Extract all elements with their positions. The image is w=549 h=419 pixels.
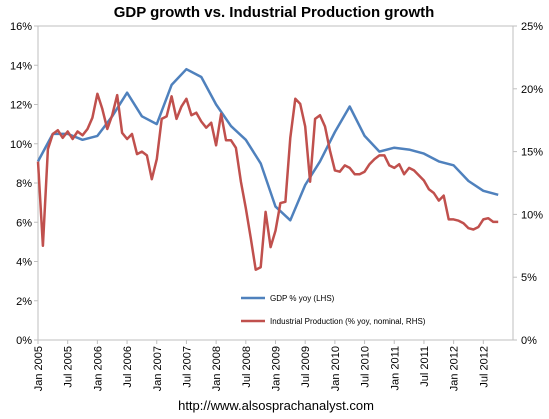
x-tick-label: Jan 2009 — [271, 346, 283, 391]
y-right-tick-label: 15% — [521, 147, 543, 159]
x-tick-label: Jan 2010 — [330, 346, 342, 391]
x-axis: Jan 2005 Jul 2005 Jan 2006 Jul 2006 Jan 2007… — [33, 340, 490, 391]
source-url: http://www.alsosprachanalyst.com — [178, 398, 374, 413]
y-left-tick-label: 10% — [10, 139, 32, 151]
x-tick-label: Jul 2009 — [300, 346, 312, 388]
y-left-tick-label: 2% — [16, 296, 32, 308]
x-tick-label: Jan 2011 — [389, 346, 401, 390]
x-tick-label: Jan 2005 — [33, 346, 45, 391]
x-tick-label: Jan 2007 — [152, 346, 164, 391]
y-left-tick-label: 16% — [10, 21, 32, 33]
x-tick-label: Jul 2005 — [63, 346, 75, 388]
y-right-tick-label: 5% — [521, 272, 537, 284]
legend-label: Industrial Production (% yoy, nominal, R… — [270, 317, 426, 326]
y-right-tick-label: 0% — [521, 335, 537, 347]
series-line-gdp — [36, 67, 499, 222]
y-left-tick-label: 4% — [16, 257, 32, 269]
x-tick-label: Jul 2011 — [419, 346, 431, 387]
y-axis-right: 0% 5% 10% 15% 20% 25% — [513, 21, 543, 347]
plot-area — [37, 25, 514, 341]
y-left-tick-label: 6% — [16, 217, 32, 229]
x-tick-label: Jan 2008 — [211, 346, 223, 391]
legend: GDP % yoy (LHS) Industrial Production (% … — [241, 294, 426, 326]
x-tick-label: Jul 2007 — [181, 346, 193, 388]
chart-title: GDP growth vs. Industrial Production gro… — [114, 4, 435, 21]
legend-label: GDP % yoy (LHS) — [270, 294, 335, 303]
y-right-tick-label: 20% — [521, 84, 543, 96]
x-tick-label: Jul 2008 — [241, 346, 253, 388]
x-tick-label: Jul 2012 — [478, 346, 490, 388]
series-line-industrial-production — [36, 92, 499, 271]
y-left-tick-label: 12% — [10, 100, 32, 112]
y-left-tick-label: 14% — [10, 60, 32, 72]
y-right-tick-label: 25% — [521, 21, 543, 33]
y-axis-left: 0% 2% 4% 6% 8% 10% 12% 14% 16% — [10, 21, 38, 347]
series-layer — [36, 67, 499, 271]
x-tick-label: Jan 2012 — [449, 346, 461, 391]
y-left-tick-label: 0% — [16, 335, 32, 347]
y-left-tick-label: 8% — [16, 178, 32, 190]
x-tick-label: Jul 2010 — [360, 346, 372, 388]
x-tick-label: Jul 2006 — [122, 346, 134, 388]
x-tick-label: Jan 2006 — [92, 346, 104, 391]
y-right-tick-label: 10% — [521, 209, 543, 221]
